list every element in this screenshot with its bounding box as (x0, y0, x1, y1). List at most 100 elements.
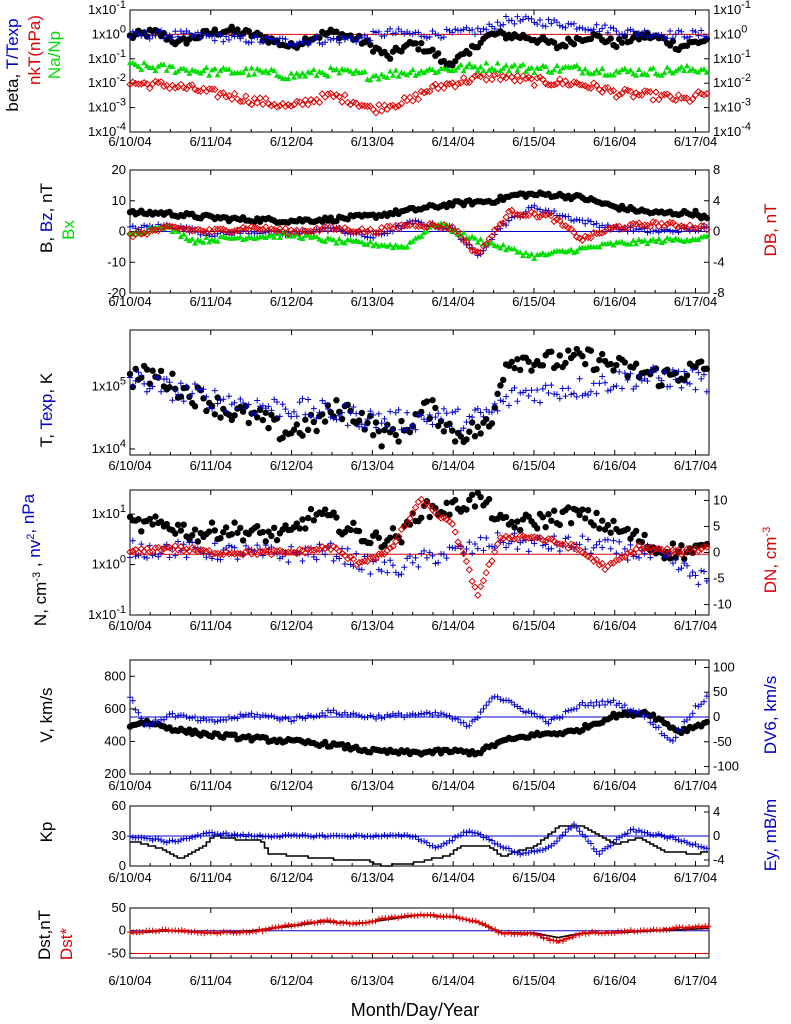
panel-p3 (126, 329, 711, 456)
p5-y-tick-right: 0 (713, 709, 720, 724)
panel-p6: Ey, mB/m (127, 799, 780, 871)
p6-y-tick-left: 0 (119, 858, 126, 873)
x-tick-label: 6/12/04 (270, 294, 313, 309)
x-tick-label: 6/11/04 (190, 870, 232, 885)
p6-y-tick-left: 60 (112, 798, 126, 813)
p5-y-tick-left: 800 (104, 668, 126, 683)
p2-y-tick-right: 0 (713, 224, 720, 239)
p2-y-tick-left: -10 (107, 254, 126, 269)
p7-y-tick-left: 50 (112, 900, 126, 915)
x-tick-label: 6/11/04 (190, 458, 232, 473)
p2-y-tick-left: 20 (112, 162, 126, 177)
x-tick-label: 6/13/04 (351, 294, 394, 309)
panel-p5: DV6, km/s (126, 659, 780, 775)
p5-y-tick-left: 600 (104, 701, 126, 716)
p1-series-ttexp (127, 13, 710, 49)
x-tick-label: 6/14/04 (431, 134, 474, 149)
x-tick-label: 6/16/04 (593, 973, 636, 988)
x-tick-label: 6/13/04 (351, 778, 394, 793)
x-tick-label: 6/15/04 (512, 973, 555, 988)
x-tick-label: 6/16/04 (593, 618, 636, 633)
p4-y-tick-right: 0 (713, 545, 720, 560)
p1-y-tick-right: 1x10-1 (713, 48, 751, 66)
x-tick-label: 6/16/04 (593, 294, 636, 309)
x-tick-label: 6/16/04 (593, 458, 636, 473)
x-tick-label: 6/17/04 (674, 973, 717, 988)
x-tick-label: 6/16/04 (593, 134, 636, 149)
p1-y-tick-left: 1x10-3 (88, 97, 126, 115)
p1-x-axis: 6/10/04 6/11/04 6/12/04 6/13/04 6/14/04 6/15/… (108, 10, 717, 149)
p1-y-tick-left: 1x100 (92, 23, 126, 41)
panel-p1 (126, 9, 711, 133)
panel-p2: DB, nT (126, 169, 780, 294)
p2-series-db (126, 206, 711, 257)
p2-ylabel-left: B, Bz, nT (37, 183, 56, 253)
x-tick-label: 6/16/04 (593, 870, 636, 885)
p5-y-tick-right: 50 (713, 684, 727, 699)
p1-series-nktnpa (126, 70, 711, 117)
x-tick-label: 6/12/04 (270, 870, 313, 885)
panel-p4: DN, cm-3 (126, 489, 780, 616)
x-tick-label: 6/17/04 (674, 458, 717, 473)
x-tick-label: 6/13/04 (351, 973, 394, 988)
x-tick-label: 6/14/04 (431, 618, 474, 633)
x-tick-label: 6/14/04 (431, 458, 474, 473)
x-tick-label: 6/15/04 (512, 618, 555, 633)
x-tick-label: 6/10/04 (108, 870, 151, 885)
x-tick-label: 6/13/04 (351, 458, 394, 473)
p1-y-tick-right: 1x100 (713, 23, 747, 41)
p2-series-b (126, 189, 711, 226)
x-tick-label: 6/11/04 (190, 973, 232, 988)
x-tick-label: 6/17/04 (674, 618, 717, 633)
p4-ylabel-left: N, cm-3 , nv2, nPa (19, 493, 50, 626)
p1-ylabel-left: beta, T/Texp (3, 18, 22, 111)
p6-ylabel-left: Kp (37, 822, 56, 843)
p2-y-tick-left: 0 (119, 224, 126, 239)
p2-y-tick-right: 8 (713, 162, 720, 177)
p7-ylabel-left: Dst,nT (35, 910, 54, 960)
p4-y-tick-right: -5 (713, 571, 725, 586)
p5-y-tick-left: 200 (104, 766, 126, 781)
x-tick-label: 6/11/04 (190, 778, 232, 793)
x-tick-label: 6/12/04 (270, 778, 313, 793)
p1-y-tick-right: 1x10-2 (713, 72, 751, 90)
x-tick-label: 6/13/04 (351, 134, 394, 149)
p5-y-tick-right: -50 (713, 734, 732, 749)
x-tick-label: 6/16/04 (593, 778, 636, 793)
p2-y-tick-left: -20 (107, 285, 126, 300)
p3-series-t (126, 345, 711, 450)
x-tick-label: 6/14/04 (431, 294, 474, 309)
x-tick-label: 6/10/04 (108, 458, 151, 473)
p6-y-tick-right: 4 (713, 804, 720, 819)
x-tick-label: 6/15/04 (512, 870, 555, 885)
p4-series-dn (126, 495, 711, 599)
p1-y-tick-right: 1x10-4 (713, 121, 751, 139)
p3-y-tick-left: 1x105 (92, 375, 126, 393)
p4-y-tick-right: 5 (713, 518, 720, 533)
x-tick-label: 6/15/04 (512, 294, 555, 309)
p6-series-ey (127, 821, 710, 858)
p2-ylabel-left2: Bx (59, 220, 78, 240)
p5-ylabel-left: V, km/s (37, 687, 56, 742)
x-tick-label: 6/14/04 (431, 973, 474, 988)
p2-series-bx (127, 220, 710, 261)
p2-y-tick-left: 10 (112, 193, 126, 208)
p4-y-tick-left: 1x100 (92, 554, 126, 572)
x-tick-label: 6/10/04 (108, 973, 151, 988)
p6-y-tick-left: 30 (112, 828, 126, 843)
x-tick-label: 6/11/04 (190, 134, 232, 149)
panel-p7 (127, 907, 712, 959)
p7-series-dst (127, 911, 712, 945)
x-tick-label: 6/12/04 (270, 458, 313, 473)
p2-y-tick-right: -4 (713, 254, 725, 269)
x-tick-label: 6/12/04 (270, 134, 313, 149)
x-tick-label: 6/15/04 (512, 458, 555, 473)
x-tick-label: 6/12/04 (270, 973, 313, 988)
p7-x-axis: 6/10/04 6/11/04 6/12/04 6/13/04 6/14/04 6/15/… (108, 908, 717, 988)
x-tick-label: 6/12/04 (270, 618, 313, 633)
p5-x-axis: 6/10/04 6/11/04 6/12/04 6/13/04 6/14/04 6/15/… (108, 660, 717, 793)
p2-ylabel-right: DB, nT (761, 204, 780, 257)
p4-series-nv2 (127, 529, 710, 588)
p5-ylabel-right: DV6, km/s (761, 676, 780, 754)
x-tick-label: 6/13/04 (351, 618, 394, 633)
